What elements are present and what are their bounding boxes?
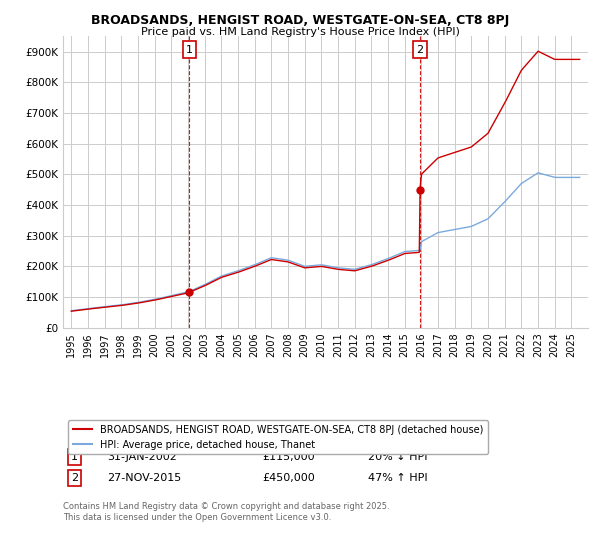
Legend: BROADSANDS, HENGIST ROAD, WESTGATE-ON-SEA, CT8 8PJ (detached house), HPI: Averag: BROADSANDS, HENGIST ROAD, WESTGATE-ON-SE… [68, 420, 488, 454]
Text: 27-NOV-2015: 27-NOV-2015 [107, 473, 182, 483]
Text: £115,000: £115,000 [263, 452, 315, 462]
Text: 31-JAN-2002: 31-JAN-2002 [107, 452, 178, 462]
Text: 1: 1 [186, 44, 193, 54]
Text: 2: 2 [416, 44, 424, 54]
Text: 20% ↓ HPI: 20% ↓ HPI [367, 452, 427, 462]
Text: 47% ↑ HPI: 47% ↑ HPI [367, 473, 427, 483]
Text: 2: 2 [71, 473, 78, 483]
Text: BROADSANDS, HENGIST ROAD, WESTGATE-ON-SEA, CT8 8PJ: BROADSANDS, HENGIST ROAD, WESTGATE-ON-SE… [91, 14, 509, 27]
Text: Price paid vs. HM Land Registry's House Price Index (HPI): Price paid vs. HM Land Registry's House … [140, 27, 460, 37]
Text: £450,000: £450,000 [263, 473, 315, 483]
Text: 1: 1 [71, 452, 78, 462]
Text: Contains HM Land Registry data © Crown copyright and database right 2025.
This d: Contains HM Land Registry data © Crown c… [63, 502, 389, 522]
